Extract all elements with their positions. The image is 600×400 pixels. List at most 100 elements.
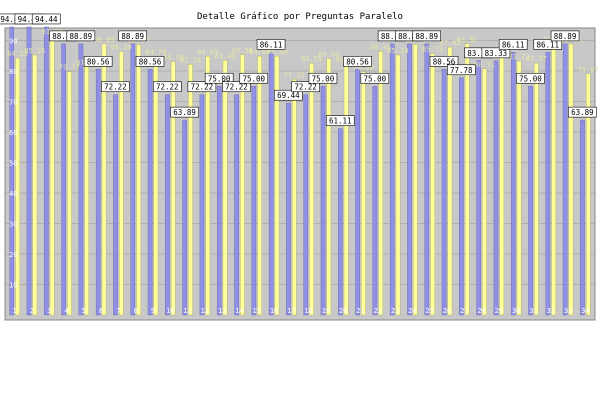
bar-series-2 bbox=[568, 43, 574, 316]
value-label-series-1: 88.89 bbox=[554, 32, 577, 41]
x-tick-label: 18 bbox=[304, 307, 312, 315]
value-label-series-2: 85.72 bbox=[422, 46, 443, 54]
bar-series-1 bbox=[355, 69, 360, 316]
value-label-box-series-1 bbox=[343, 55, 372, 67]
value-label-box-series-1 bbox=[498, 39, 528, 50]
bar-series-2 bbox=[240, 54, 245, 316]
bar-series-2 bbox=[222, 60, 228, 316]
value-label-series-2: 80.71 bbox=[474, 61, 495, 69]
value-label-box-series-1 bbox=[31, 13, 61, 25]
value-label-series-1: 75.00 bbox=[519, 74, 542, 83]
value-label-box-series-1 bbox=[412, 30, 442, 42]
x-tick-label: 24 bbox=[408, 307, 416, 315]
y-tick-label: 10 bbox=[9, 282, 17, 290]
x-tick-labels: 1 2 3 4 5 6 7 8 9 10 11 12 13 14 15 16 17 18 19 20 21 22 23 24 2… bbox=[13, 307, 590, 315]
value-label-series-1: 72.22 bbox=[104, 83, 127, 92]
value-label-series-1: 80.56 bbox=[346, 57, 369, 66]
value-label-box-series-1 bbox=[101, 81, 130, 93]
value-label-series-1: 75.00 bbox=[208, 74, 231, 83]
bar-series-2 bbox=[447, 46, 453, 316]
x-tick-label: 3 bbox=[47, 307, 51, 315]
value-label-series-1: 61.11 bbox=[329, 117, 352, 126]
bar-series-2 bbox=[430, 53, 435, 316]
value-label-series-2: 83.49 bbox=[215, 52, 236, 60]
y-tick-label: 60 bbox=[9, 129, 17, 137]
bar-series-2 bbox=[205, 56, 211, 316]
value-label-series-1: 75.00 bbox=[312, 74, 335, 83]
x-tick-label: 5 bbox=[82, 307, 86, 315]
value-label-series-1: 83.33 bbox=[467, 49, 490, 58]
y-tick-labels: 10 20 30 40 50 60 70 80 90 bbox=[9, 38, 17, 290]
value-label-series-2: 85.30 bbox=[232, 47, 253, 55]
bar-series-2 bbox=[101, 43, 107, 316]
value-label-series-2: 86.39 bbox=[111, 44, 132, 52]
bar-series-1 bbox=[130, 43, 136, 316]
value-label-box-series-1 bbox=[170, 106, 199, 118]
value-label-box-series-1 bbox=[239, 72, 269, 84]
x-tick-label: 29 bbox=[495, 307, 503, 315]
x-tick-label: 21 bbox=[356, 307, 364, 315]
value-label-series-2: 84.09 bbox=[318, 51, 339, 59]
value-label-series-1: 88.89 bbox=[415, 32, 438, 41]
value-label-series-2: 88.89 bbox=[93, 36, 114, 44]
bar-series-2 bbox=[257, 55, 262, 316]
value-label-box-series-1 bbox=[222, 81, 251, 93]
value-label-series-1: 86.11 bbox=[260, 40, 283, 49]
y-tick-label: 50 bbox=[9, 160, 17, 168]
bar-series-1 bbox=[510, 52, 516, 316]
x-tick-label: 2 bbox=[30, 307, 34, 315]
bar-series-1 bbox=[493, 60, 499, 316]
value-label-series-2: 79.80 bbox=[353, 64, 374, 72]
bar-series-1 bbox=[303, 94, 309, 316]
value-label-box-series-1 bbox=[135, 55, 165, 67]
bar-series-1 bbox=[113, 94, 118, 316]
x-tick-label: 16 bbox=[270, 307, 278, 315]
value-label-series-2: 82.57 bbox=[526, 55, 547, 63]
value-label-series-1: 75.00 bbox=[242, 74, 265, 83]
bar-series-2 bbox=[119, 51, 124, 316]
value-label-box-series-1 bbox=[66, 30, 96, 42]
value-label-series-1: 86.11 bbox=[536, 40, 559, 49]
value-label-box-series-1 bbox=[83, 55, 113, 67]
bar-series-1 bbox=[407, 43, 412, 316]
value-label-series-1: 88.89 bbox=[381, 32, 404, 41]
bar-series-1 bbox=[476, 60, 481, 316]
y-tick-label: 40 bbox=[9, 190, 17, 198]
value-label-series-2: 79.07 bbox=[578, 66, 599, 74]
value-label-series-1: 88.89 bbox=[398, 32, 421, 41]
x-tick-label: 4 bbox=[64, 307, 68, 315]
value-label-series-2: 83.23 bbox=[509, 53, 530, 61]
bar-series-2 bbox=[482, 68, 487, 316]
x-tick-label: 15 bbox=[253, 307, 261, 315]
value-label-box-series-1 bbox=[568, 106, 597, 118]
bar-series-1 bbox=[182, 119, 187, 316]
value-label-box-series-1 bbox=[325, 115, 355, 126]
value-label-series-2: 84.80 bbox=[197, 48, 218, 56]
bar-series-2 bbox=[67, 71, 72, 316]
bar-series-1 bbox=[44, 26, 49, 316]
bar-series-1 bbox=[147, 69, 153, 316]
value-label-box-series-1 bbox=[360, 72, 390, 84]
bar-series-1 bbox=[216, 86, 222, 316]
value-label-series-1: 94.44 bbox=[18, 15, 41, 24]
bar-series-2 bbox=[170, 61, 176, 316]
bar-series-2 bbox=[274, 55, 280, 316]
value-label-box-series-1 bbox=[516, 72, 545, 84]
y-tick-label: 20 bbox=[9, 251, 17, 259]
value-label-series-2: 85.25 bbox=[24, 47, 45, 55]
value-label-box-series-1 bbox=[308, 72, 338, 84]
x-tick-label: 1 bbox=[13, 307, 17, 315]
bar-series-2 bbox=[188, 64, 193, 316]
bar-series-1 bbox=[286, 103, 291, 316]
bar-series-2 bbox=[326, 58, 332, 316]
x-tick-label: 14 bbox=[235, 307, 243, 315]
bar-series-2 bbox=[499, 53, 505, 316]
x-tick-label: 12 bbox=[201, 307, 209, 315]
value-label-series-1: 80.56 bbox=[139, 57, 162, 66]
bar-series-1 bbox=[528, 86, 533, 316]
value-label-series-1: 88.89 bbox=[121, 32, 144, 41]
value-label-series-2: 87.82 bbox=[439, 39, 460, 47]
value-label-series-1: 72.22 bbox=[156, 83, 179, 92]
bar-series-2 bbox=[84, 66, 90, 316]
